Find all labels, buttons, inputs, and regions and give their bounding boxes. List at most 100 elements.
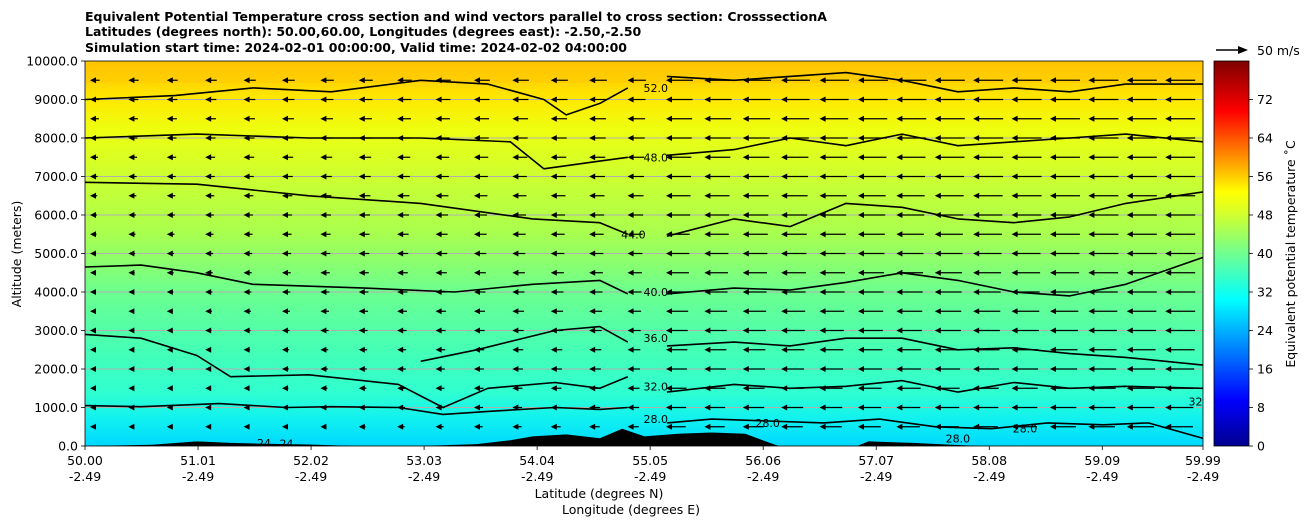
wind-vector-icon xyxy=(512,289,525,295)
wind-vector-head xyxy=(973,77,980,84)
wind-vector-head xyxy=(704,269,711,276)
wind-vector-icon xyxy=(205,289,213,295)
colorbar-tick-label: 24 xyxy=(1257,323,1273,338)
wind-vector-head xyxy=(896,212,903,218)
wind-vector-icon xyxy=(128,308,135,315)
wind-vector-icon xyxy=(781,327,805,334)
wind-vector-head xyxy=(858,173,864,180)
wind-vector-icon xyxy=(166,289,174,295)
wind-vector-head xyxy=(512,308,519,315)
wind-vector-head xyxy=(704,327,711,334)
wind-vector-head xyxy=(858,154,864,161)
wind-vector-icon xyxy=(781,115,810,122)
wind-vector-head xyxy=(512,192,519,199)
wind-vector-head xyxy=(320,173,327,180)
wind-vector-icon xyxy=(896,192,925,199)
wind-vector-head xyxy=(1204,154,1210,160)
wind-vector-icon xyxy=(1126,115,1157,122)
x-tick-label-lon: -2.49 xyxy=(747,469,779,484)
wind-vector-head xyxy=(397,77,404,84)
wind-vector-head xyxy=(358,231,365,238)
wind-vector-icon xyxy=(282,327,290,334)
wind-vector-icon xyxy=(666,115,693,122)
wind-vector-icon xyxy=(166,173,176,180)
wind-vector-icon xyxy=(1126,212,1157,218)
wind-vector-head xyxy=(1204,347,1210,353)
wind-vector-icon xyxy=(1088,154,1119,161)
wind-vector-head xyxy=(704,154,711,161)
wind-vector-head xyxy=(781,115,788,122)
wind-vector-icon xyxy=(1126,250,1157,257)
wind-vector-icon xyxy=(704,212,730,218)
wind-vector-head xyxy=(358,269,365,276)
wind-vector-head xyxy=(205,154,212,161)
terrain-profile xyxy=(85,428,1203,446)
wind-vector-head xyxy=(358,423,365,430)
wind-vector-icon xyxy=(704,366,726,372)
wind-vector-head xyxy=(282,115,288,122)
wind-vector-head xyxy=(704,366,711,372)
wind-vector-head xyxy=(282,77,288,84)
wind-vector-head xyxy=(1011,192,1018,199)
wind-vector-head xyxy=(128,154,135,161)
wind-vector-icon xyxy=(205,308,212,315)
wind-vector-icon xyxy=(781,346,805,353)
wind-vector-icon xyxy=(589,212,605,218)
wind-vector-icon xyxy=(627,173,644,180)
wind-vector-icon xyxy=(819,96,849,103)
wind-vector-head xyxy=(589,173,596,180)
wind-vector-head xyxy=(934,96,941,103)
wind-vector-head xyxy=(742,385,749,392)
wind-vector-head xyxy=(166,135,173,141)
wind-vector-head xyxy=(627,96,634,103)
wind-vector-head xyxy=(1050,366,1056,372)
wind-vector-head xyxy=(781,346,788,353)
wind-vector-icon xyxy=(90,385,96,392)
wind-vector-icon xyxy=(858,173,887,180)
wind-vector-head xyxy=(1165,289,1172,295)
wind-vector-head xyxy=(742,346,749,353)
wind-vector-head xyxy=(243,173,250,180)
wind-vector-head xyxy=(589,192,596,199)
wind-vector-icon xyxy=(973,77,1004,84)
chart-title-line-1: Equivalent Potential Temperature cross s… xyxy=(85,9,827,24)
wind-vector-head xyxy=(1050,250,1056,257)
wind-vector-icon xyxy=(973,115,1004,122)
wind-vector-icon xyxy=(934,327,961,334)
wind-vector-icon xyxy=(166,366,173,372)
wind-vector-head xyxy=(742,231,749,238)
wind-vector-icon xyxy=(934,77,965,84)
wind-vector-head xyxy=(243,212,250,218)
wind-vector-head xyxy=(166,212,173,218)
wind-vector-icon xyxy=(973,96,1004,103)
wind-vector-head xyxy=(1165,231,1172,238)
wind-vector-icon xyxy=(589,77,607,84)
wind-vector-icon xyxy=(934,269,963,276)
wind-vector-head xyxy=(320,289,327,295)
wind-vector-head xyxy=(320,327,327,334)
colorbar-tick-label: 64 xyxy=(1257,131,1273,146)
wind-vector-icon xyxy=(1126,366,1156,372)
wind-vector-head xyxy=(435,192,442,199)
wind-vector-icon xyxy=(320,212,331,218)
wind-vector-icon xyxy=(819,423,842,430)
wind-vector-icon xyxy=(243,269,252,276)
wind-vector-icon xyxy=(243,346,251,353)
wind-vector-icon xyxy=(858,96,888,103)
wind-vector-icon xyxy=(1126,231,1157,238)
wind-vector-head xyxy=(1011,212,1018,218)
wind-vector-icon xyxy=(1050,173,1080,180)
wind-vector-head xyxy=(166,115,173,122)
wind-vector-head xyxy=(1011,269,1018,276)
wind-vector-icon xyxy=(973,135,1004,141)
wind-vector-head xyxy=(474,231,480,238)
wind-vector-head xyxy=(166,327,173,334)
wind-vector-head xyxy=(512,115,519,122)
wind-vector-icon xyxy=(205,404,212,411)
contour-label: 40.0 xyxy=(644,286,669,299)
wind-vector-head xyxy=(1088,231,1095,238)
contour-line xyxy=(85,181,629,235)
wind-vector-head xyxy=(550,346,557,353)
x-tick-label-lon: -2.49 xyxy=(1086,469,1118,484)
y-tick-label: 0.0 xyxy=(58,439,78,454)
